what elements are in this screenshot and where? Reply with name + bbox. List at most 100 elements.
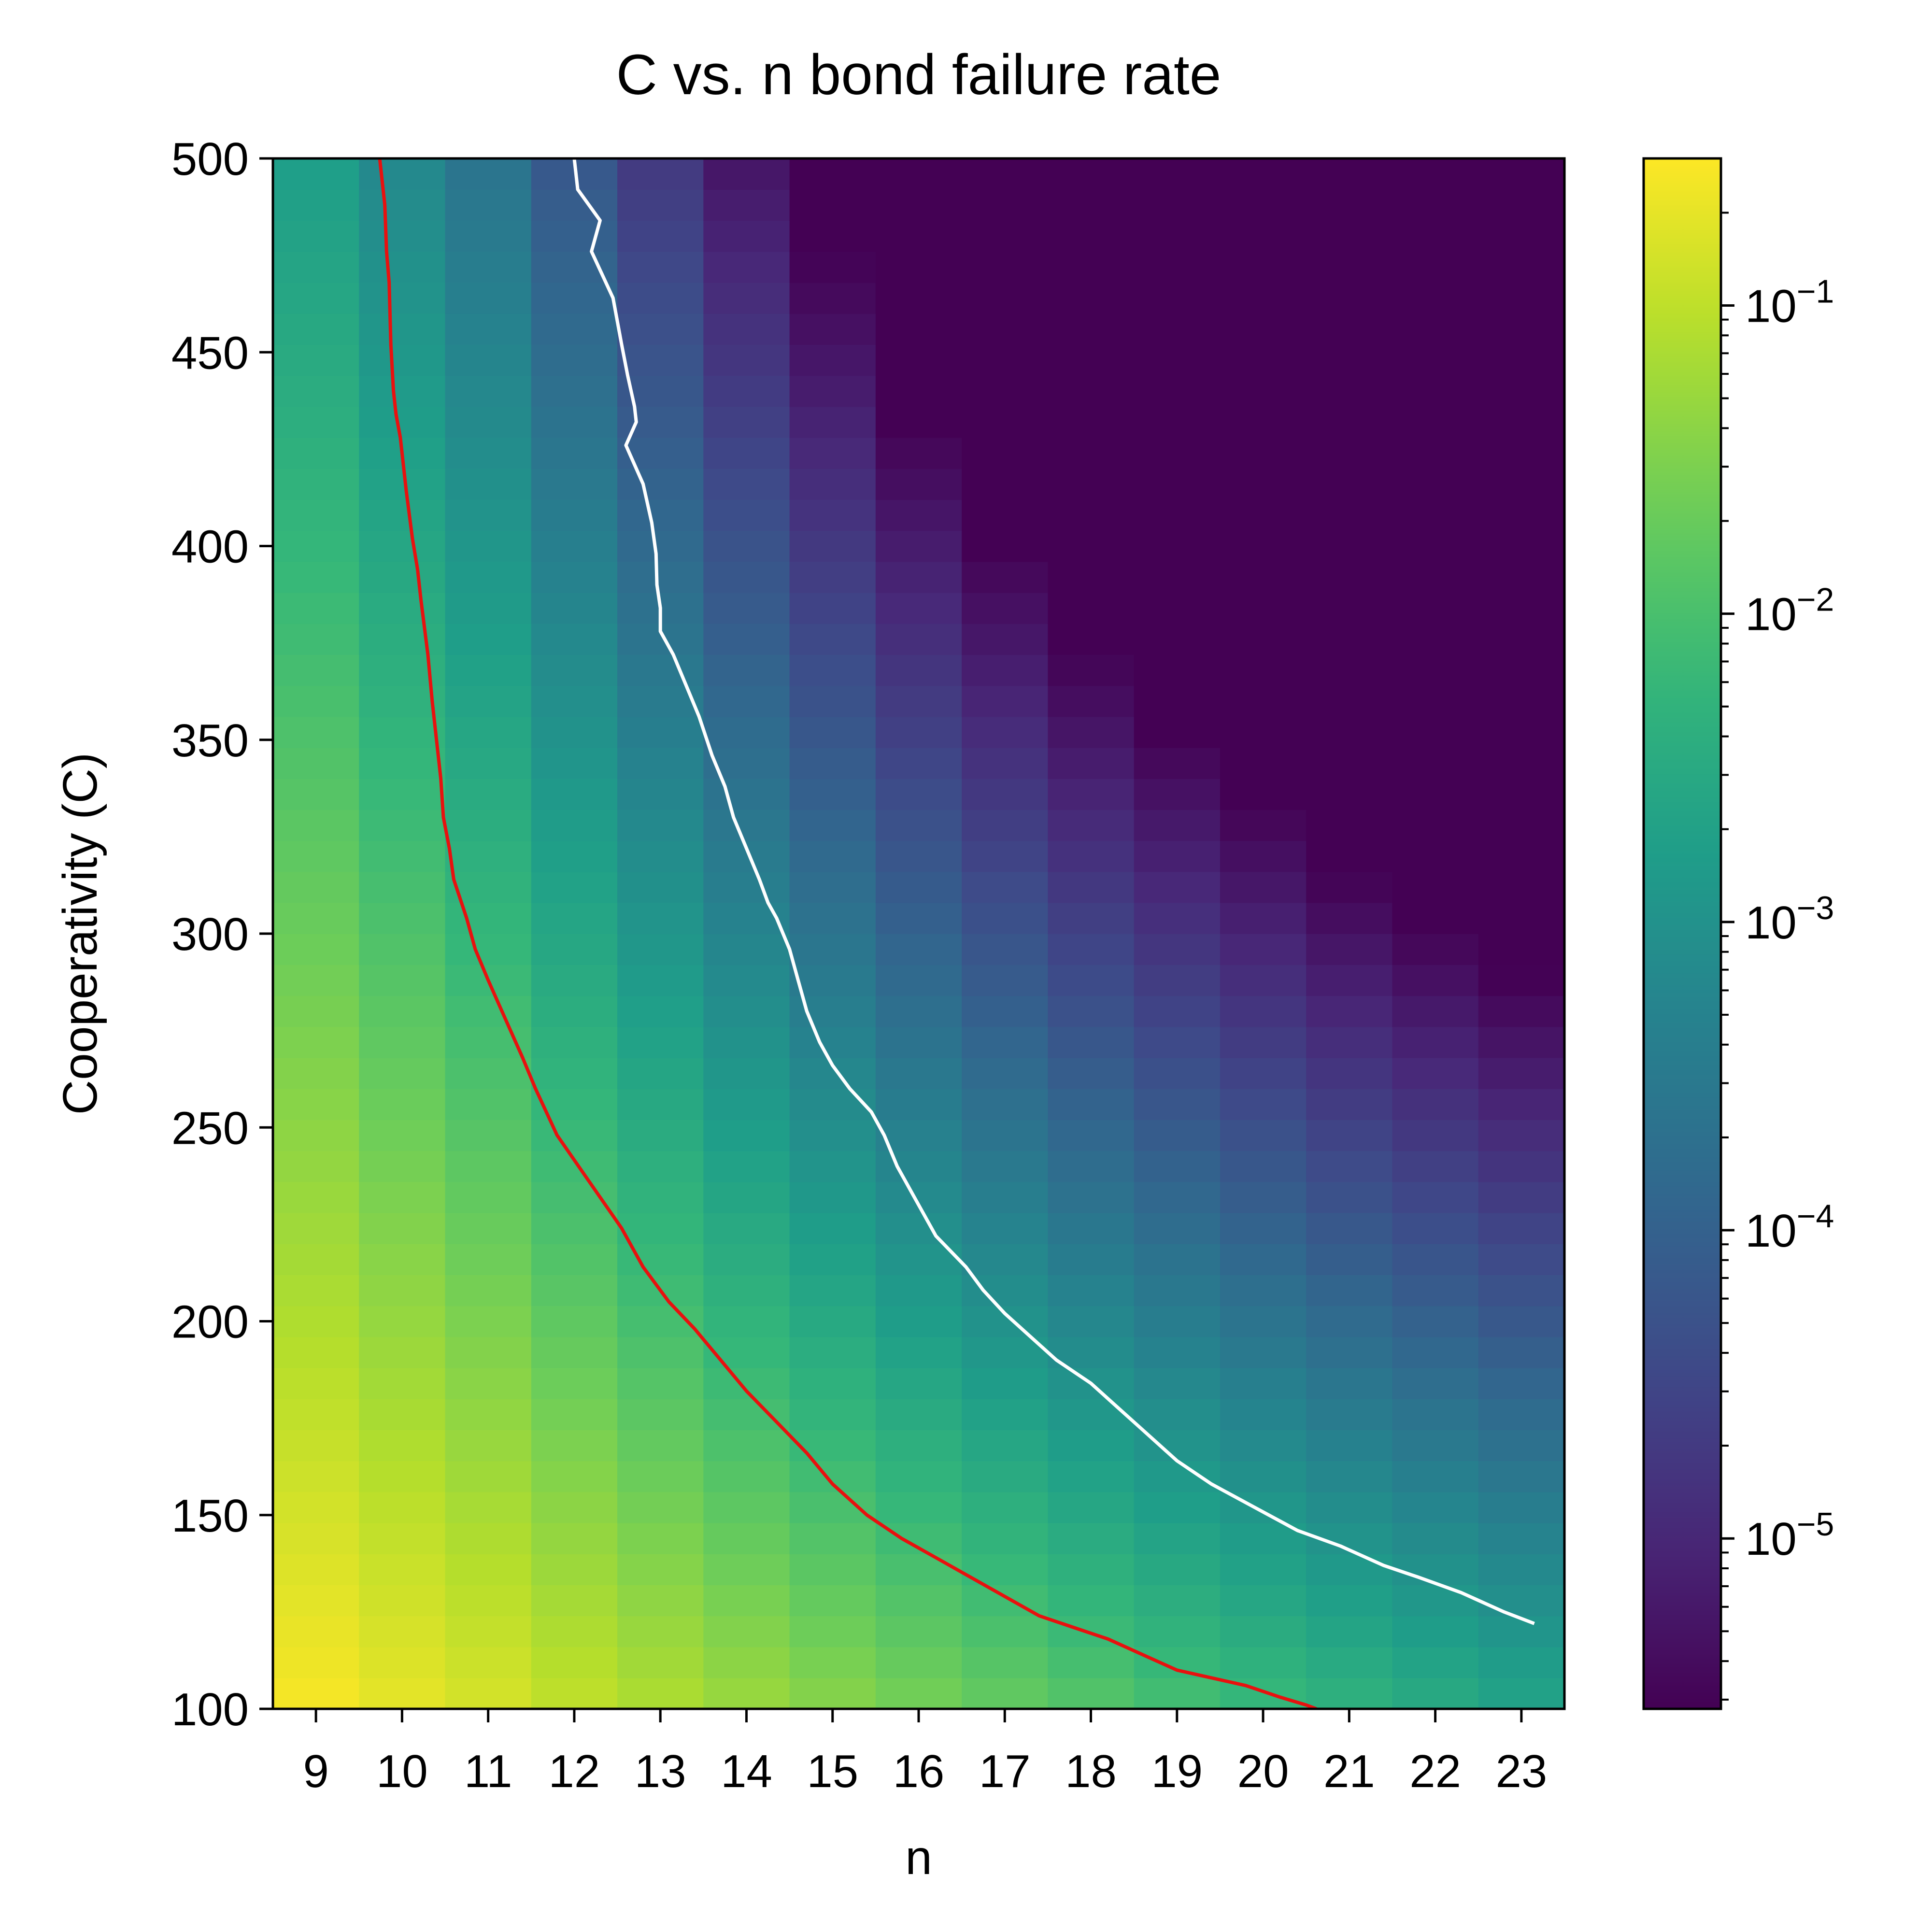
heatmap-cell: [875, 592, 962, 624]
heatmap-cell: [1048, 1430, 1135, 1462]
heatmap-cell: [445, 1522, 532, 1554]
heatmap-cell: [1392, 282, 1479, 314]
heatmap-cell: [789, 654, 876, 686]
heatmap-cell: [359, 716, 446, 748]
x-tick-label: 11: [464, 1746, 512, 1797]
heatmap-cell: [1220, 499, 1307, 531]
heatmap-cell: [1478, 747, 1564, 779]
heatmap-cell: [273, 1522, 360, 1554]
heatmap-cell: [962, 1367, 1049, 1399]
heatmap-cell: [1306, 965, 1393, 996]
contour-lines: [378, 158, 1535, 1709]
heatmap-cell: [789, 1151, 876, 1182]
heatmap-cell: [273, 437, 360, 469]
heatmap-cell: [1478, 1461, 1564, 1492]
heatmap-cell: [1048, 810, 1135, 841]
heatmap-cell: [1478, 1275, 1564, 1307]
heatmap-cell: [617, 871, 704, 903]
heatmap-cell: [1220, 437, 1307, 469]
heatmap-cell: [1220, 716, 1307, 748]
heatmap-cell: [617, 934, 704, 965]
heatmap-cell: [962, 1181, 1049, 1213]
heatmap-cell: [617, 1336, 704, 1368]
heatmap-cell: [962, 1336, 1049, 1368]
colorbar-tick-label: 10−1: [1745, 273, 1834, 332]
x-tick-label: 16: [893, 1746, 945, 1797]
heatmap-cell: [1220, 469, 1307, 500]
heatmap-cell: [703, 282, 790, 314]
heatmap-cell: [1392, 995, 1479, 1027]
heatmap-cell: [617, 282, 704, 314]
heatmap-cell: [1134, 685, 1221, 717]
x-tick-label: 20: [1237, 1746, 1289, 1797]
heatmap-cell: [445, 840, 532, 872]
heatmap-cell: [273, 685, 360, 717]
x-tick-label: 22: [1409, 1746, 1461, 1797]
heatmap-cell: [1392, 1151, 1479, 1182]
heatmap-cell: [359, 1275, 446, 1307]
heatmap-cell: [1048, 1275, 1135, 1307]
heatmap-cell: [962, 344, 1049, 376]
heatmap-cell: [1392, 437, 1479, 469]
heatmap-cell: [1048, 1151, 1135, 1182]
heatmap-cell: [273, 902, 360, 934]
heatmap-cell: [875, 902, 962, 934]
heatmap-cell: [445, 810, 532, 841]
heatmap-cell: [875, 1616, 962, 1648]
heatmap-cell: [617, 530, 704, 562]
heatmap-cell: [445, 1677, 532, 1709]
heatmap-cell: [445, 251, 532, 283]
heatmap-cell: [1392, 1275, 1479, 1307]
heatmap-cell: [359, 282, 446, 314]
heatmap-cell: [1392, 220, 1479, 252]
heatmap-cell: [962, 1306, 1049, 1337]
heatmap-cell: [1048, 158, 1135, 190]
heatmap-cell: [703, 1026, 790, 1058]
heatmap-cell: [273, 1181, 360, 1213]
x-tick-label: 18: [1065, 1746, 1117, 1797]
heatmap-cell: [445, 685, 532, 717]
heatmap-cell: [359, 499, 446, 531]
heatmap-cell: [1220, 1057, 1307, 1089]
heatmap-cell: [617, 437, 704, 469]
heatmap-cell: [1306, 747, 1393, 779]
heatmap-cell: [1220, 1151, 1307, 1182]
heatmap-cell: [531, 437, 618, 469]
heatmap-cell: [789, 747, 876, 779]
heatmap-cell: [875, 469, 962, 500]
heatmap-cell: [1478, 840, 1564, 872]
heatmap-cell: [1220, 1026, 1307, 1058]
heatmap-cell: [359, 1089, 446, 1120]
heatmap-cell: [962, 747, 1049, 779]
heatmap-cell: [1220, 965, 1307, 996]
heatmap-cell: [789, 1275, 876, 1307]
heatmap-cell: [962, 1430, 1049, 1462]
heatmap-cell: [1134, 592, 1221, 624]
heatmap-cell: [617, 1244, 704, 1275]
heatmap-cell: [1134, 1057, 1221, 1089]
heatmap-cell: [1392, 1616, 1479, 1648]
heatmap-cell: [617, 1522, 704, 1554]
heatmap-cell: [789, 624, 876, 655]
y-tick-label: 300: [171, 909, 249, 960]
heatmap-cell: [445, 313, 532, 345]
heatmap-cell: [1134, 1647, 1221, 1678]
heatmap-cell: [1220, 313, 1307, 345]
heatmap-cell: [617, 995, 704, 1027]
heatmap-cell: [1134, 1275, 1221, 1307]
heatmap-cell: [1392, 1089, 1479, 1120]
heatmap-cell: [1220, 189, 1307, 221]
heatmap-cell: [531, 1585, 618, 1617]
heatmap-cell: [1306, 1585, 1393, 1617]
heatmap-cell: [1306, 158, 1393, 190]
heatmap-cell: [962, 375, 1049, 407]
heatmap-cell: [359, 313, 446, 345]
heatmap-cell: [1392, 406, 1479, 438]
heatmap-cell: [1048, 747, 1135, 779]
heatmap-cell: [962, 840, 1049, 872]
heatmap-cell: [789, 530, 876, 562]
heatmap-cell: [1134, 1306, 1221, 1337]
heatmap-cell: [962, 437, 1049, 469]
heatmap-cell: [531, 840, 618, 872]
heatmap-cell: [1306, 1367, 1393, 1399]
